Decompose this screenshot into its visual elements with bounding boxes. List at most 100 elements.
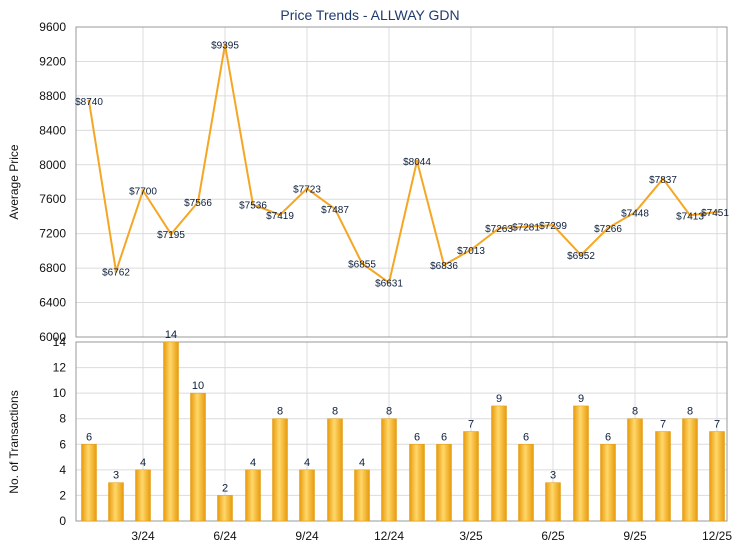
transaction-bar [163,341,179,522]
transaction-bar [190,392,206,522]
price-y-tick-label: 9600 [39,20,66,34]
price-point-label: $7195 [157,230,185,241]
transaction-bar-label: 8 [332,406,338,418]
transaction-bar-label: 2 [222,482,228,494]
price-point [196,200,200,204]
price-point [87,99,91,103]
transaction-bar [409,444,425,522]
price-point [688,213,692,217]
price-point-label: $7419 [266,211,294,222]
price-point-labels: $8740 $6762 $7700 $7195 $7566 $9395 $7536$7419… [75,41,729,290]
price-point [278,213,282,217]
transactions-series [81,341,725,522]
transaction-bar-label: 8 [386,406,392,418]
price-point [715,210,719,214]
price-point-label: $7566 [184,198,212,209]
price-y-tick-label: 9200 [39,54,66,68]
price-point [387,281,391,285]
x-tick-label: 12/24 [374,529,404,543]
transactions-y-axis-title: No. of Transactions [7,390,21,493]
transactions-x-axis: 3/24 6/24 9/24 12/24 3/25 6/25 9/25 12/25 [131,529,732,543]
price-point [442,263,446,267]
price-point-label: $9395 [211,41,239,52]
price-point [333,207,337,211]
transaction-bar-label: 6 [523,431,529,443]
transaction-bar-label: 7 [468,419,474,431]
transaction-bar-label: 8 [632,406,638,418]
transaction-bar [655,431,671,522]
price-point-label: $7413 [676,211,704,222]
transaction-bar-label: 6 [86,431,92,443]
transaction-bar-label: 14 [165,329,177,341]
price-point [524,225,528,229]
price-point-label: $7266 [594,224,622,235]
price-point-label: $7013 [457,246,485,257]
transaction-bar [354,469,370,522]
transaction-bar [682,418,698,522]
transaction-bar-label: 10 [192,380,204,392]
transaction-bar [518,444,534,522]
price-series [87,43,719,285]
transaction-bar [463,431,479,522]
transaction-bar [135,469,151,522]
x-tick-label: 3/24 [131,529,155,543]
transactions-y-axis: 0 2 4 6 8 10 12 14 [53,335,67,528]
transaction-bar [217,495,233,522]
price-point [223,43,227,47]
price-y-axis-title: Average Price [7,144,21,219]
x-tick-label: 3/25 [459,529,483,543]
transactions-y-tick-label: 12 [53,361,67,375]
transaction-bar [436,444,452,522]
price-point-label: $7448 [621,208,649,219]
price-point [469,248,473,252]
price-point-label: $7299 [539,221,567,232]
transaction-bar-label: 7 [714,419,720,431]
price-point [114,269,118,273]
transactions-y-tick-label: 2 [59,488,66,502]
transaction-bar-label: 4 [140,457,146,469]
price-point [579,253,583,257]
x-tick-label: 6/24 [213,529,237,543]
transaction-bar-label: 7 [660,419,666,431]
transactions-plot-area [75,341,728,522]
x-tick-label: 6/25 [541,529,565,543]
price-point [251,203,255,207]
price-point [169,232,173,236]
price-plot-area [75,26,728,338]
transaction-bar [381,418,397,522]
price-point [497,226,501,230]
transaction-bar [299,469,315,522]
transaction-bar-label: 8 [687,406,693,418]
transaction-bar [81,444,97,522]
price-point [415,159,419,163]
transaction-bar [272,418,288,522]
price-gridlines [76,26,727,338]
transaction-bar [627,418,643,522]
price-y-tick-label: 6000 [39,330,66,344]
transaction-bar [600,444,616,522]
price-point-label: $6836 [430,261,458,272]
transactions-y-tick-label: 4 [59,463,66,477]
price-point-label: $6952 [567,251,595,262]
transaction-bar [327,418,343,522]
transaction-bar-label: 9 [496,393,502,405]
transaction-bar [491,405,507,522]
x-tick-label: 9/25 [623,529,647,543]
x-tick-label: 12/25 [702,529,732,543]
price-point [360,261,364,265]
transactions-y-tick-label: 6 [59,437,66,451]
transactions-y-tick-label: 10 [53,386,67,400]
transaction-bar [545,482,561,522]
transaction-bar-label: 3 [113,470,119,482]
transaction-bar-label: 8 [277,406,283,418]
transaction-bar-label: 4 [359,457,365,469]
price-point-label: $6762 [102,267,130,278]
transaction-bar [709,431,725,522]
price-y-tick-label: 7200 [39,227,66,241]
price-y-tick-label: 8800 [39,89,66,103]
price-point-label: $7837 [649,175,677,186]
price-point-label: $7451 [701,208,729,219]
transaction-bar-label: 9 [578,393,584,405]
price-point-label: $7263 [485,224,513,235]
price-y-tick-label: 7600 [39,192,66,206]
